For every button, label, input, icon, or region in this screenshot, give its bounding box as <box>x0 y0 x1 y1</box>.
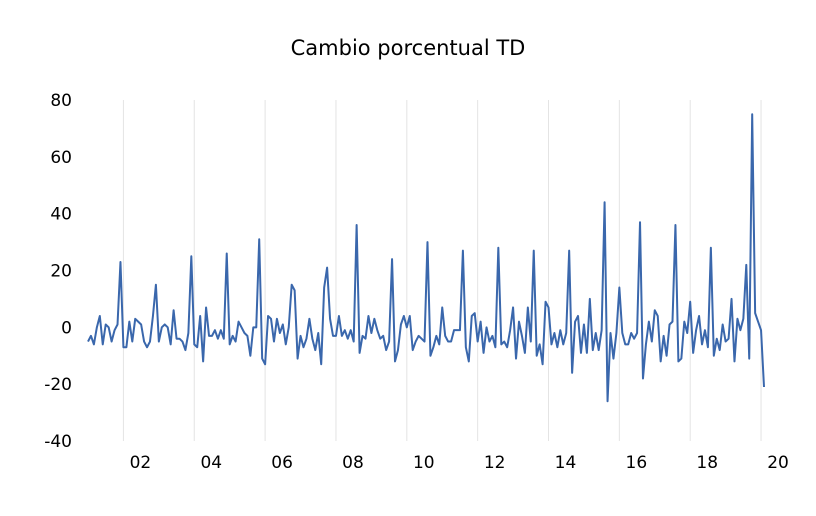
x-tick-label-10: 10 <box>413 453 435 473</box>
x-axis: 02 04 06 08 10 12 14 16 18 20 <box>130 453 789 473</box>
y-tick-label: -20 <box>44 375 72 395</box>
y-tick-label: 60 <box>50 148 72 168</box>
series-line <box>87 113 765 403</box>
x-tick-label-02: 02 <box>130 453 152 473</box>
x-tick-label-06: 06 <box>271 453 293 473</box>
y-tick-label: 40 <box>50 205 72 225</box>
y-tick-label: 0 <box>61 318 72 338</box>
y-axis: 80 60 40 20 0 -20 -40 <box>44 91 72 452</box>
x-tick-label-12: 12 <box>484 453 506 473</box>
x-tick-label-08: 08 <box>342 453 364 473</box>
x-tick-label-16: 16 <box>626 453 648 473</box>
y-tick-label: 20 <box>50 262 72 282</box>
x-tick-label-18: 18 <box>696 453 718 473</box>
x-tick-label-04: 04 <box>200 453 222 473</box>
gridlines <box>122 100 762 441</box>
chart-title: Cambio porcentual TD <box>290 36 526 60</box>
y-tick-label: -40 <box>44 432 72 452</box>
x-tick-label-14: 14 <box>555 453 577 473</box>
x-tick-label-20: 20 <box>767 453 789 473</box>
y-tick-label: 80 <box>50 91 72 111</box>
